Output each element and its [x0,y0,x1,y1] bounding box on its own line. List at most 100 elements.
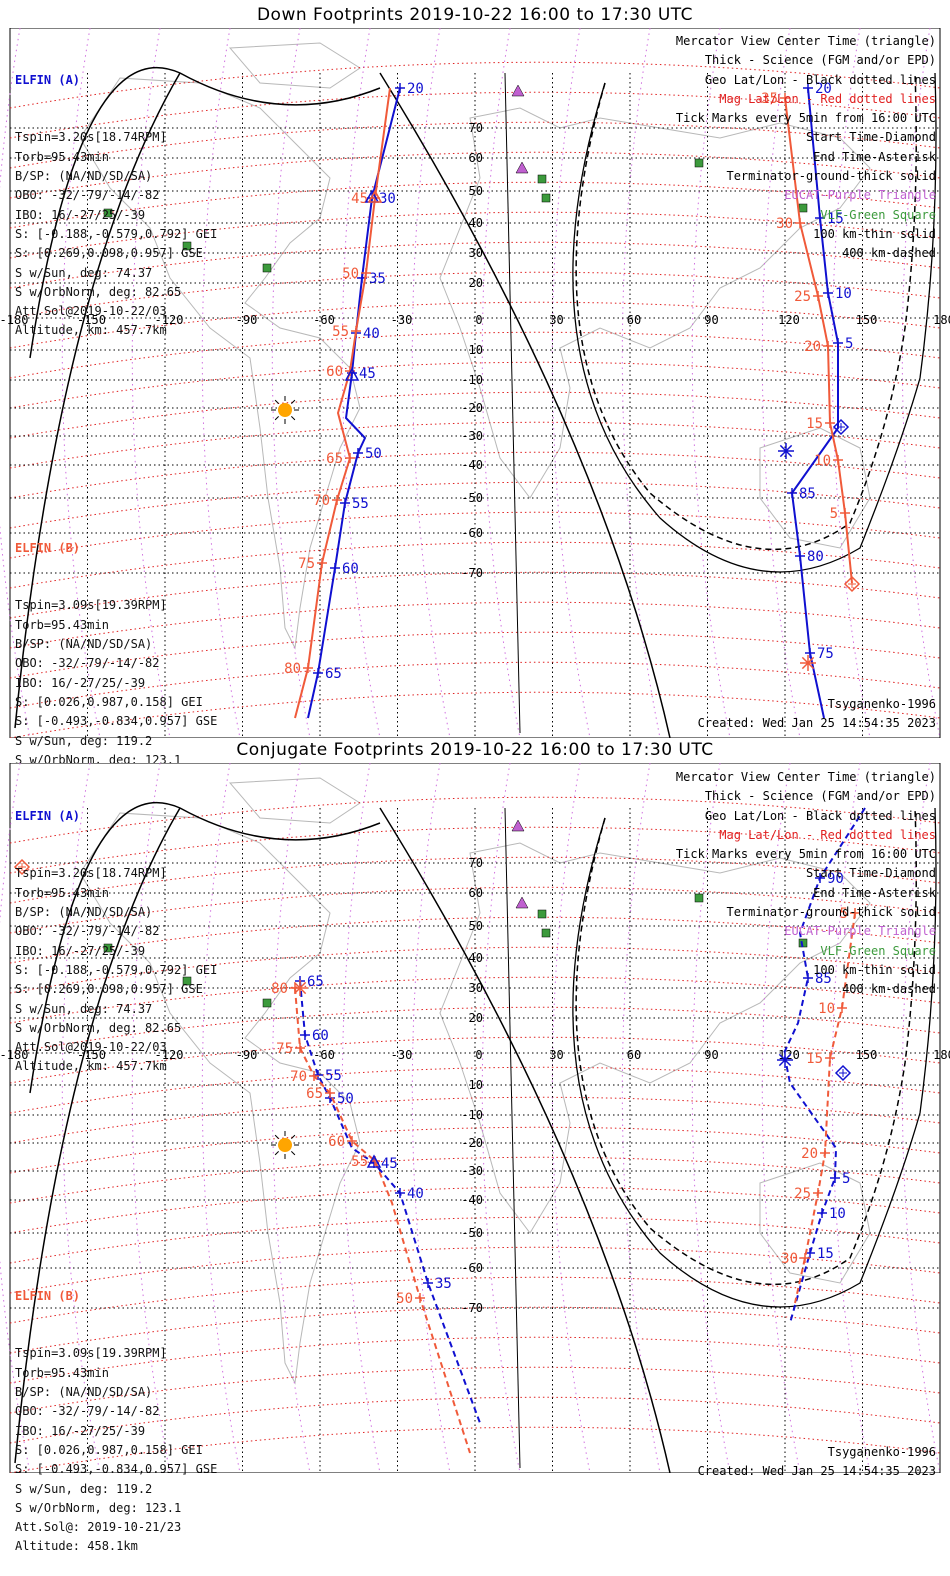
terminator-curve [29,802,381,1094]
mag-lat-line [9,1156,941,1204]
lat-tick-label: 50 [469,919,483,933]
sc-a-info-line: Att.Sol@2019-10-22/03 [15,304,167,319]
sc-a-info-line: OBO: -32/-79/-14/-82 [15,924,160,939]
lat-tick-label: -10 [461,373,483,387]
vlf-square-icon [262,263,272,273]
track-b-west-line [294,987,471,1454]
lat-tick-label: 40 [469,216,483,230]
lon-tick-label: 30 [549,313,563,327]
time-tick-label: 45 [351,191,368,207]
map-conjugate-footprints: -180-150-120-90-60-300306090120150180706… [0,763,950,1473]
lon-tick-label: -60 [313,1048,335,1062]
time-tick-label: 70 [313,493,330,509]
time-tick-label: 75 [817,646,834,662]
lat-tick-label: -10 [461,1108,483,1122]
sc-b-info-line: S w/Sun, deg: 119.2 [15,733,153,748]
sc-a-info-line: Torb=95.43min [15,149,109,164]
time-tick-label: 30 [781,1251,798,1267]
lon-tick-label: 150 [856,1048,878,1062]
time-tick-label: 10 [835,286,852,302]
lon-tick-label: -180 [0,313,28,327]
mag-lon-line [61,28,101,738]
start-diamond-icon [843,575,861,593]
lat-tick-label: -50 [461,1226,483,1240]
eucat-triangle-icon [511,819,525,832]
lat-tick-label: -30 [461,429,483,443]
lat-tick-label: 50 [469,184,483,198]
time-tick-label: 65 [325,666,342,682]
mag-lat-line [9,1306,941,1354]
lon-tick-label: -90 [236,1048,258,1062]
mag-lat-line [9,661,941,709]
mag-lon-line [621,763,661,1473]
lon-tick-label: -30 [391,313,413,327]
lat-tick-label: 70 [469,856,483,870]
lon-tick-label: 60 [627,313,641,327]
legend-item: End Time-Asterisk [813,149,936,164]
time-tick-label: 20 [804,339,821,355]
sc-b-info-line: B/SP: (NA/ND/SD/SA) [15,637,153,652]
lon-tick-label: 120 [778,313,800,327]
vlf-square-icon [694,893,704,903]
lat-tick-label: -30 [461,1164,483,1178]
vlf-square-icon [262,998,272,1008]
mag-lat-line [9,331,941,379]
time-tick-label: 15 [817,1246,834,1262]
end-asterisk-icon [800,655,816,671]
terminator-100km [572,807,937,1308]
lat-tick-label: 40 [469,951,483,965]
legend-item: EUCAT-Purple Triangle [784,924,936,939]
lon-tick-label: 0 [475,1048,482,1062]
time-tick-label: 35 [435,1276,452,1292]
sc-a-info-down: ELFIN (A) Tspin=3.20s[18.74RPM] Torb=95.4… [15,32,217,360]
lon-tick-label: 60 [627,1048,641,1062]
sc-b-info-line: Tspin=3.09s[19.39RPM] [15,598,167,613]
time-tick-label: 40 [363,326,380,342]
terminator-curve [14,72,181,729]
time-tick-label: 85 [799,486,816,502]
mag-lat-line [9,691,941,738]
time-tick-label: 10 [818,1001,835,1017]
mag-lat-line [9,1216,941,1264]
sun-icon [271,396,299,424]
time-tick-label: 50 [365,446,382,462]
mag-lon-line [691,763,731,1473]
mag-lat-line [9,1126,941,1174]
legend-item: Thick - Science (FGM and/or EPD) [704,53,936,68]
sc-a-info-line: Tspin=3.20s[18.74RPM] [15,130,167,145]
lat-tick-label: -40 [461,458,483,472]
sc-a-info-line: Altitude, km: 457.7km [15,1059,167,1074]
mag-lat-line [9,271,941,319]
time-tick-label: 30 [379,191,396,207]
center-time-triangle-icon [367,189,383,203]
track-a-east-line [782,807,866,1324]
legend-item: 400 km-dashed [842,246,936,261]
mag-lon-line [341,28,381,738]
vlf-square-icon [798,938,808,948]
mag-lon-line [271,763,311,1473]
mag-lon-line [341,763,381,1473]
mag-lon-line [831,28,871,738]
legend-item: Mag Lat/Lon - Red dotted lines [719,827,936,842]
vlf-square-icon [537,909,547,919]
sc-a-info-line: S w/OrbNorm, deg: 82.65 [15,1020,182,1035]
legend-conj: Mercator View Center Time (triangle) Thic… [676,768,936,1000]
sc-a-info-line: Tspin=3.20s[18.74RPM] [15,866,167,881]
sc-a-info-line: OBO: -32/-79/-14/-82 [15,188,160,203]
sc-a-info-line: S: [0.269,0.098,0.957] GSE [15,246,203,261]
mag-lat-line [9,886,941,934]
mag-lat-line [9,826,941,874]
mag-lat-line [9,631,941,679]
vlf-square-icon [694,158,704,168]
legend-item: End Time-Asterisk [813,885,936,900]
time-tick-label: 55 [332,324,349,340]
mag-lat-line [9,181,941,229]
terminator-400km [575,807,917,1285]
end-asterisk-icon [777,1052,793,1068]
sc-a-info-line: S w/Sun, deg: 74.37 [15,265,153,280]
sc-b-info-line: S: [0.026,0.987,0.158] GEI [15,694,203,709]
lat-tick-label: 20 [469,276,483,290]
continent-outline [439,107,871,499]
terminator-400km [575,72,917,550]
time-tick-label: 65 [326,451,343,467]
